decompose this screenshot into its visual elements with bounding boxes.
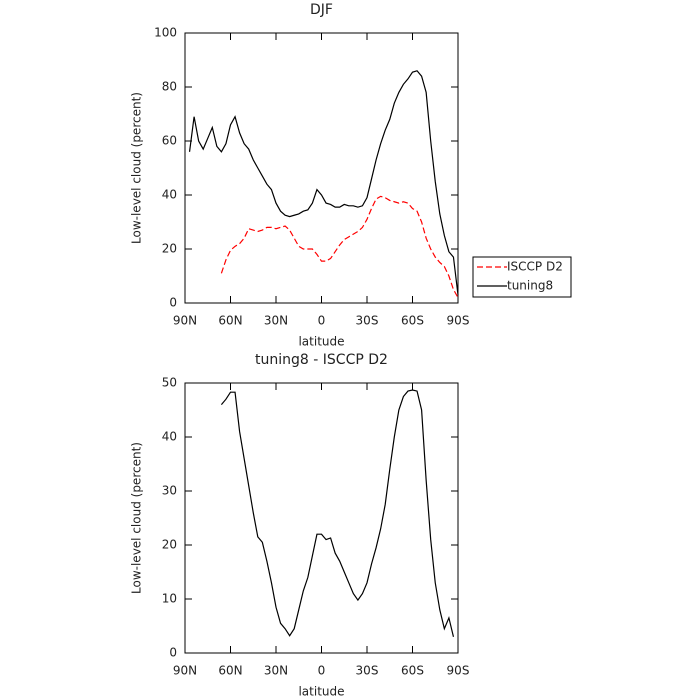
y-tick-label: 0: [169, 646, 177, 660]
x-tick-label: 90N: [173, 664, 197, 678]
x-tick-label: 90S: [447, 314, 470, 328]
x-tick-label: 30N: [264, 314, 288, 328]
y-tick-label: 20: [162, 242, 177, 256]
x-tick-label: 30N: [264, 664, 288, 678]
series-line: [220, 389, 455, 637]
plot-frame: [184, 32, 459, 304]
y-tick-label: 50: [162, 376, 177, 390]
x-tick-label: 60N: [218, 664, 242, 678]
x-tick-label: 60S: [401, 664, 424, 678]
x-tick-label: 60N: [218, 314, 242, 328]
y-tick-label: 80: [162, 80, 177, 94]
y-tick-label: 20: [162, 538, 177, 552]
y-tick-label: 30: [162, 484, 177, 498]
y-tick-label: 10: [162, 592, 177, 606]
y-axis-label: Low-level cloud (percent): [130, 442, 144, 594]
x-tick-label: 90S: [447, 664, 470, 678]
x-tick-label: 0: [318, 664, 326, 678]
y-tick-label: 0: [169, 296, 177, 310]
legend-label: ISCCP D2: [507, 260, 563, 274]
y-tick-label: 100: [154, 26, 177, 40]
y-axis-label: Low-level cloud (percent): [130, 92, 144, 244]
x-tick-label: 90N: [173, 314, 197, 328]
x-tick-label: 0: [318, 314, 326, 328]
legend-box: [472, 256, 572, 298]
plot-frame: [184, 382, 459, 654]
chart-title: tuning8 - ISCCP D2: [255, 352, 388, 368]
x-axis-label: latitude: [298, 685, 344, 699]
x-axis-label: latitude: [298, 335, 344, 349]
x-tick-label: 30S: [356, 664, 379, 678]
y-tick-label: 60: [162, 134, 177, 148]
x-tick-label: 60S: [401, 314, 424, 328]
series-line: [188, 70, 459, 295]
x-tick-label: 30S: [356, 314, 379, 328]
series-line: [220, 195, 459, 298]
legend-label: tuning8: [507, 279, 553, 293]
chart-title: DJF: [310, 2, 333, 18]
y-tick-label: 40: [162, 430, 177, 444]
y-tick-label: 40: [162, 188, 177, 202]
